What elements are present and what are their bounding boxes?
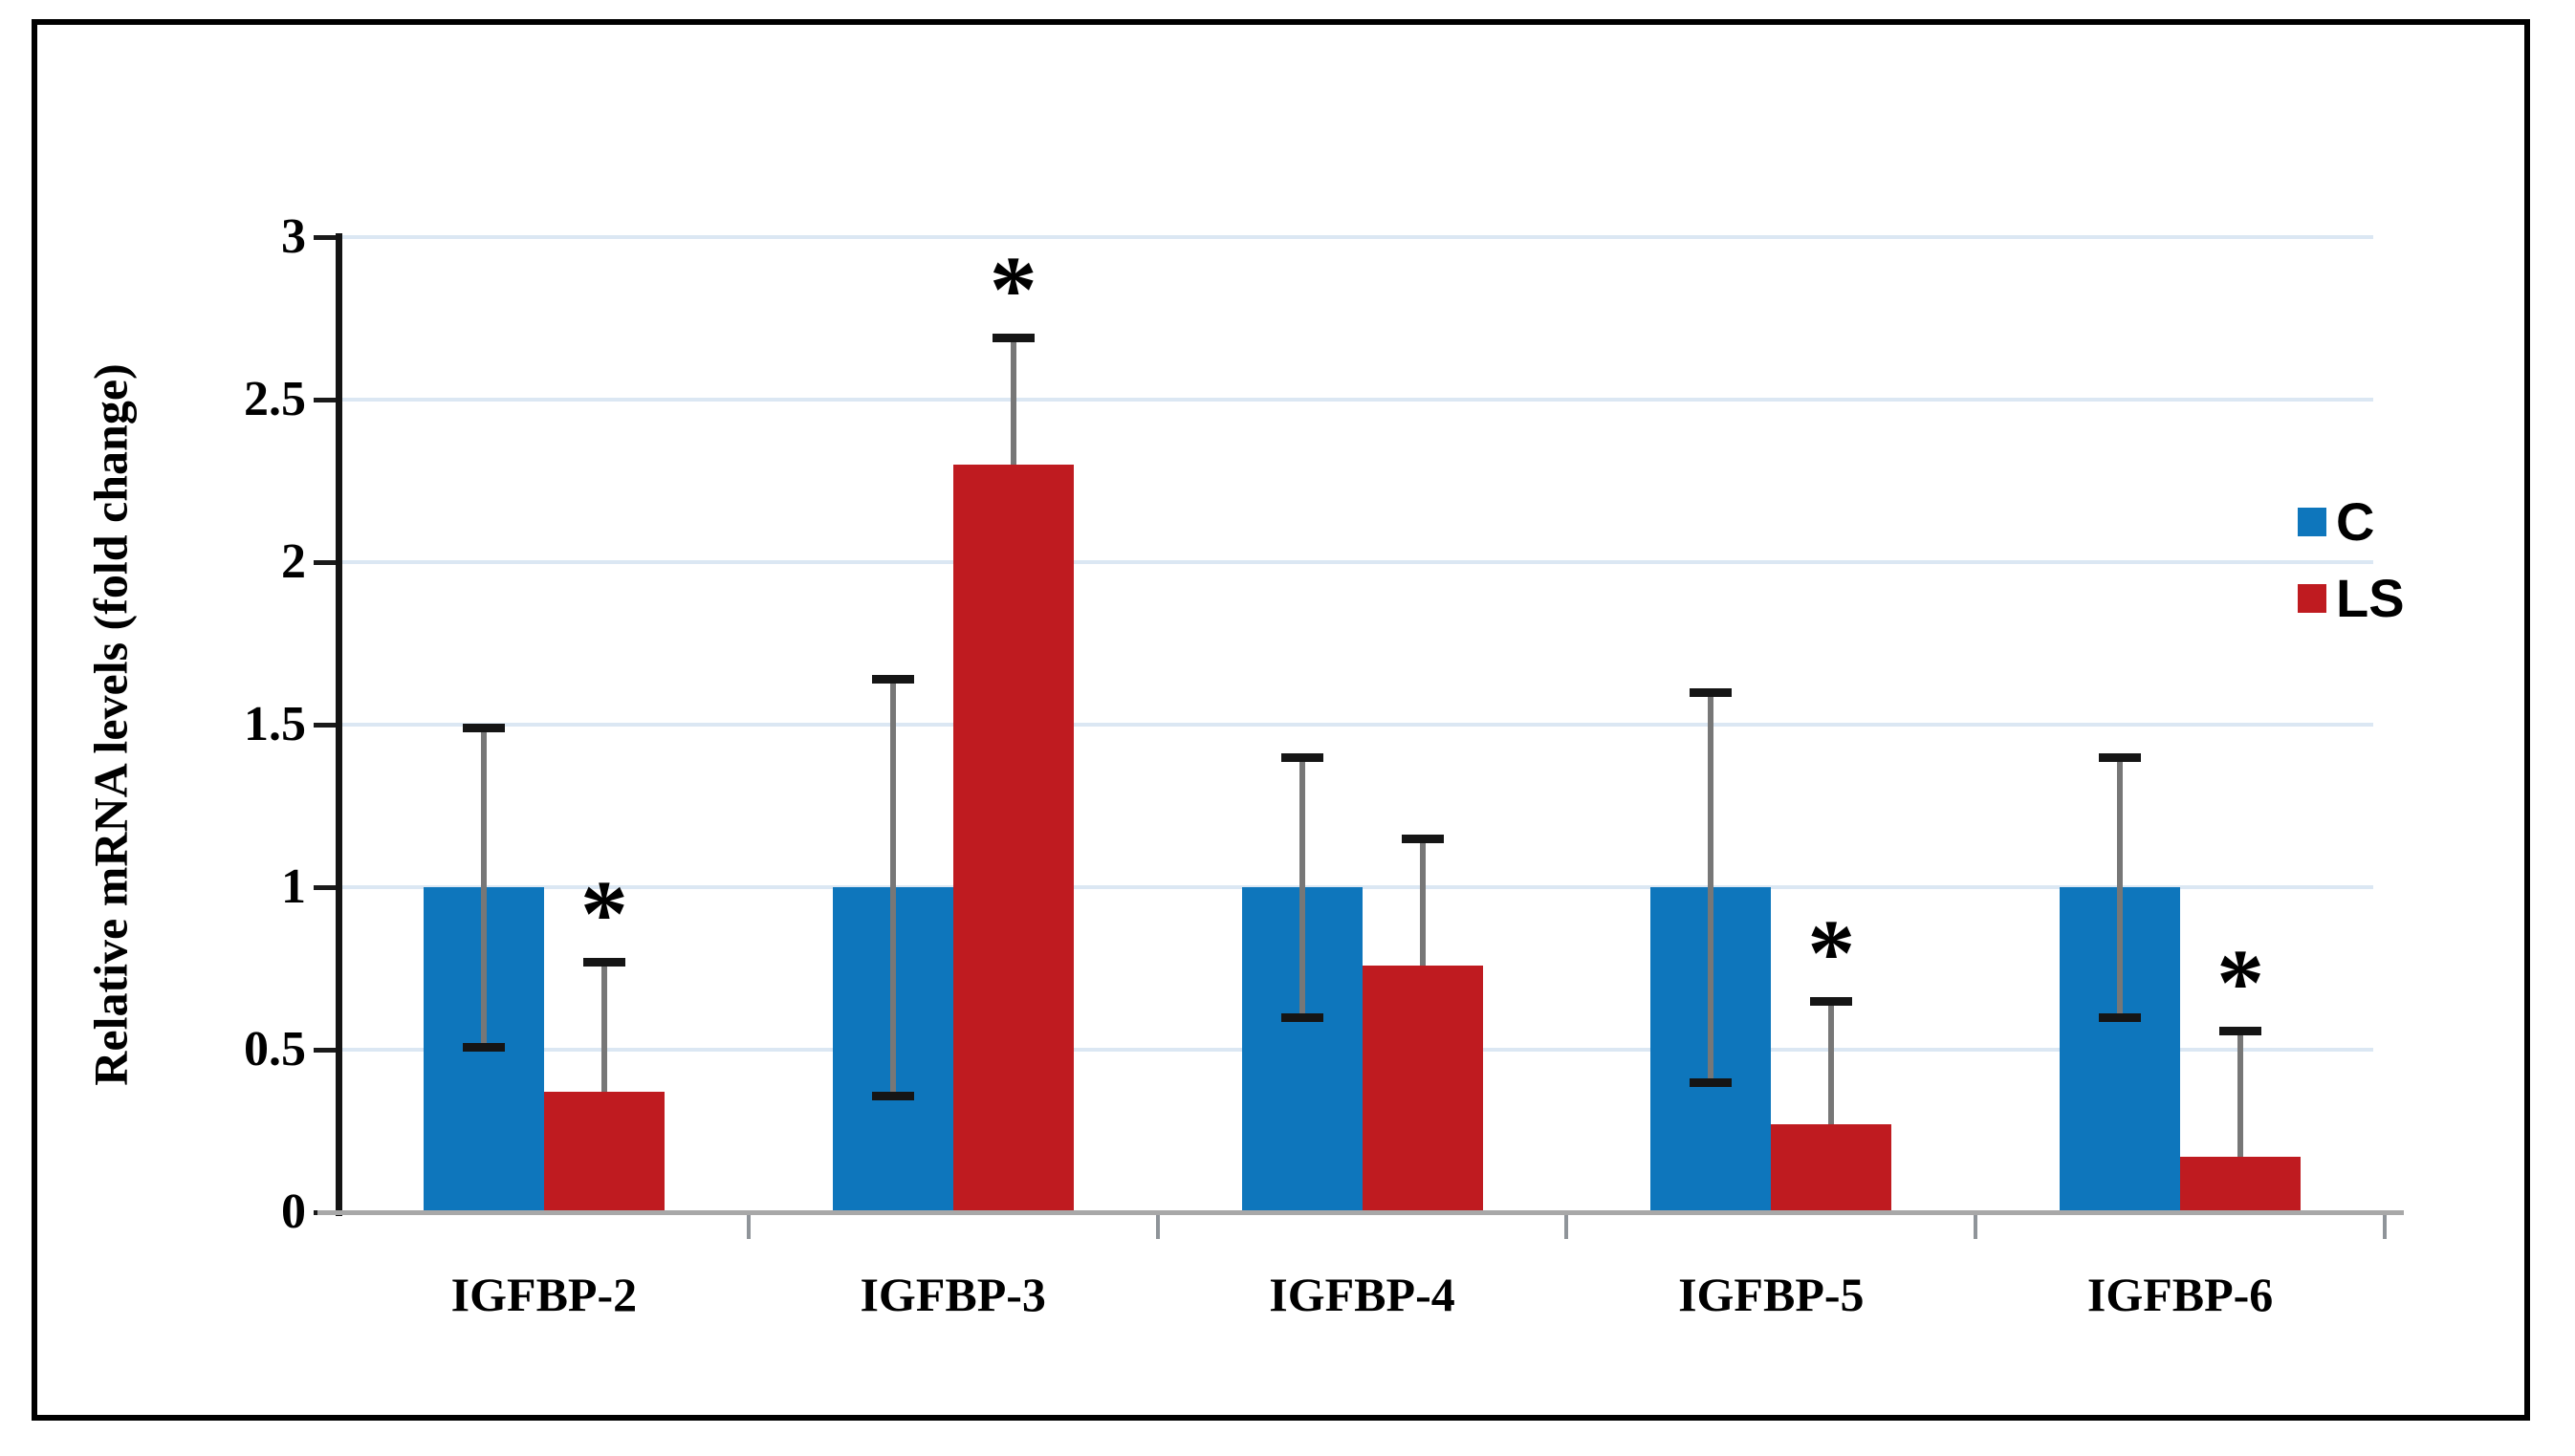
y-axis-title-text: Relative mRNA levels (fold change) — [83, 363, 138, 1086]
y-axis-tick — [314, 398, 340, 402]
error-bar-ls — [1419, 838, 1426, 966]
y-tick-label: 2 — [281, 534, 306, 589]
legend-item-c: C — [2298, 495, 2374, 549]
error-bar-c — [2117, 757, 2124, 1017]
gridline — [339, 723, 2373, 727]
legend-item-ls: LS — [2298, 572, 2405, 625]
error-bar-c — [1298, 757, 1305, 1017]
error-cap-top — [1690, 688, 1733, 697]
error-bar-c — [1708, 692, 1714, 1082]
error-cap-bottom — [871, 1091, 914, 1100]
error-cap-top — [582, 958, 625, 967]
error-cap-bottom — [2099, 1013, 2142, 1022]
error-cap-top — [2219, 1026, 2262, 1035]
bar-ls — [1362, 965, 1483, 1212]
legend-label-ls: LS — [2336, 568, 2405, 628]
y-axis-line — [336, 233, 342, 1216]
error-cap-top — [1401, 835, 1444, 843]
significance-asterisk: * — [1807, 900, 1856, 1006]
error-cap-bottom — [1280, 1013, 1323, 1022]
error-bar-ls — [2237, 1030, 2244, 1158]
y-axis-tick — [314, 235, 340, 240]
bar-ls — [1771, 1124, 1892, 1212]
y-tick-label: 3 — [281, 209, 306, 264]
x-axis-label: IGFBP-5 — [1678, 1268, 1865, 1321]
error-bar-ls — [600, 962, 607, 1093]
gridline — [339, 398, 2373, 402]
y-tick-label: 1 — [281, 859, 306, 914]
category-boundary-tick — [1974, 1212, 1978, 1239]
legend-swatch-ls — [2298, 584, 2326, 613]
gridline — [339, 560, 2373, 564]
error-bar-ls — [1828, 1001, 1835, 1125]
error-bar-ls — [1010, 337, 1016, 465]
y-tick-label: 2.5 — [244, 372, 306, 426]
bar-ls — [952, 465, 1074, 1212]
category-boundary-tick — [746, 1212, 751, 1239]
category-boundary-tick — [1564, 1212, 1569, 1239]
y-tick-label: 0 — [281, 1184, 306, 1239]
x-axis-label: IGFBP-3 — [860, 1268, 1046, 1321]
error-cap-top — [2099, 753, 2142, 762]
error-cap-top — [1810, 997, 1853, 1006]
x-axis-label: IGFBP-6 — [2086, 1268, 2274, 1321]
error-bar-c — [889, 679, 896, 1096]
error-cap-top — [992, 334, 1035, 343]
error-cap-top — [871, 675, 914, 685]
x-axis-line — [317, 1210, 2404, 1215]
significance-asterisk: * — [579, 860, 628, 967]
bar-ls — [2180, 1157, 2302, 1212]
y-tick-label: 1.5 — [244, 697, 306, 751]
error-cap-top — [1280, 753, 1323, 762]
x-axis-label: IGFBP-4 — [1269, 1268, 1455, 1321]
legend-label-c: C — [2336, 491, 2375, 552]
y-axis-tick — [314, 885, 340, 890]
x-axis-label: IGFBP-2 — [450, 1268, 638, 1321]
significance-asterisk: * — [2216, 928, 2265, 1035]
category-boundary-tick — [2383, 1212, 2387, 1239]
gridline — [339, 235, 2373, 239]
error-cap-bottom — [1690, 1078, 1733, 1087]
y-tick-label: 0.5 — [244, 1022, 306, 1076]
legend-swatch-c — [2298, 508, 2326, 536]
error-bar-c — [480, 728, 487, 1047]
category-boundary-tick — [1155, 1212, 1160, 1239]
error-cap-bottom — [462, 1042, 505, 1052]
y-axis-tick — [314, 560, 340, 565]
y-axis-tick — [314, 723, 340, 728]
error-cap-top — [462, 724, 505, 733]
bar-ls — [543, 1092, 665, 1212]
significance-asterisk: * — [989, 236, 1037, 343]
y-axis-tick — [314, 1048, 340, 1053]
